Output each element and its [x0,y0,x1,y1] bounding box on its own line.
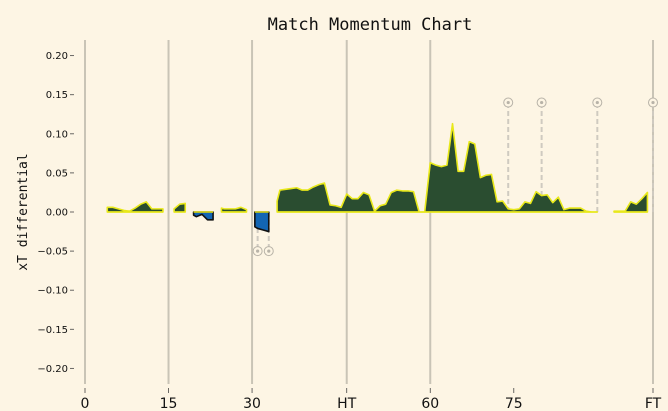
momentum-segment-4 [254,211,270,233]
goal-marker-5 [648,97,658,212]
y-tick-label: −0.10 [37,286,68,297]
goal-marker-3 [536,97,547,212]
momentum-segment-5 [276,122,599,213]
goal-marker-2 [503,97,514,212]
y-tick-label: −0.05 [37,247,68,258]
y-axis-ticks: 0.20 0.15 0.10 0.05 0.00 −0.05 −0.10 −0.15 −0.20 [37,51,74,375]
momentum-segment-2 [192,211,214,221]
y-tick-label: 0.15 [46,90,68,101]
x-tick-label: 75 [505,396,523,411]
y-axis-label: xT differential [16,153,31,270]
y-tick-label: 0.10 [46,129,68,140]
momentum-segment-0 [106,201,164,213]
momentum-segment-3 [220,206,248,213]
x-tick-label: HT [337,396,357,411]
x-tick-label: 15 [160,396,178,411]
goal-markers [252,97,658,257]
momentum-segment-1 [173,202,187,213]
x-tick-label: 60 [421,396,439,411]
y-tick-label: 0.00 [46,208,68,219]
y-tick-label: −0.20 [37,364,68,375]
x-axis-ticks: 0 15 30 HT 60 75 FT [81,388,662,411]
momentum-areas [106,122,649,233]
x-tick-label: FT [645,396,662,411]
y-tick-label: 0.05 [46,168,68,179]
y-tick-label: −0.15 [37,325,68,336]
chart-title: Match Momentum Chart [268,15,473,35]
x-tick-label: 30 [243,396,261,411]
goal-marker-0 [252,212,263,257]
goal-marker-4 [592,97,603,212]
momentum-segment-6 [613,191,649,213]
y-tick-label: 0.20 [46,51,68,62]
x-tick-label: 0 [81,396,90,411]
